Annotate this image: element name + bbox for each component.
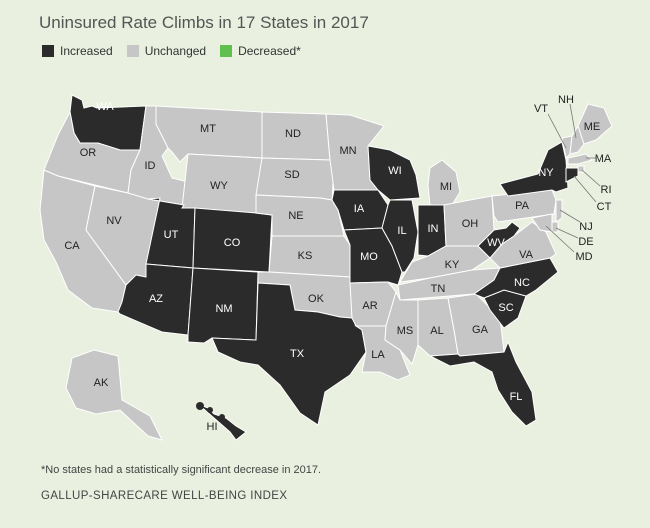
state-label-md: MD bbox=[575, 251, 592, 263]
state-label-sd: SD bbox=[284, 169, 299, 181]
state-label-pa: PA bbox=[515, 200, 530, 212]
state-label-mi: MI bbox=[440, 181, 452, 193]
state-label-wy: WY bbox=[210, 180, 228, 192]
map-title: Uninsured Rate Climbs in 17 States in 20… bbox=[39, 13, 369, 32]
state-label-ut: UT bbox=[164, 229, 179, 241]
leader-line-vt bbox=[547, 113, 567, 149]
state-label-mn: MN bbox=[339, 145, 356, 157]
state-label-ar: AR bbox=[362, 300, 377, 312]
state-label-oh: OH bbox=[462, 218, 479, 230]
state-label-ct: CT bbox=[597, 201, 612, 213]
state-label-mo: MO bbox=[360, 251, 378, 263]
state-label-ok: OK bbox=[308, 293, 325, 305]
state-label-nd: ND bbox=[285, 128, 301, 140]
state-label-al: AL bbox=[430, 325, 443, 337]
state-label-nv: NV bbox=[106, 215, 122, 227]
state-label-ga: GA bbox=[472, 324, 489, 336]
state-label-fl: FL bbox=[510, 391, 523, 403]
leader-line-ri bbox=[581, 169, 601, 187]
state-nh bbox=[569, 124, 585, 155]
leader-line-ct bbox=[573, 175, 597, 203]
state-label-co: CO bbox=[224, 237, 241, 249]
state-label-ky: KY bbox=[445, 259, 460, 271]
state-label-il: IL bbox=[397, 225, 406, 237]
legend-label-unchanged: Unchanged bbox=[144, 44, 207, 58]
state-label-me: ME bbox=[584, 121, 601, 133]
state-me bbox=[577, 103, 613, 145]
state-label-vt: VT bbox=[534, 103, 548, 115]
state-label-ms: MS bbox=[397, 325, 414, 337]
state-label-ne: NE bbox=[288, 210, 303, 222]
state-label-ma: MA bbox=[595, 153, 612, 165]
legend-label-increased: Increased bbox=[60, 44, 113, 58]
state-de bbox=[551, 221, 559, 233]
state-label-de: DE bbox=[578, 236, 593, 248]
state-label-ak: AK bbox=[94, 377, 109, 389]
legend-label-decreased: Decreased* bbox=[238, 44, 301, 58]
state-label-hi: HI bbox=[207, 421, 218, 433]
state-label-ny: NY bbox=[538, 167, 554, 179]
state-label-ia: IA bbox=[354, 203, 365, 215]
state-label-nm: NM bbox=[215, 303, 232, 315]
state-ct bbox=[565, 167, 579, 183]
legend-item-increased: Increased bbox=[42, 44, 113, 58]
state-mi bbox=[427, 159, 461, 206]
legend-swatch-decreased bbox=[220, 45, 233, 57]
state-label-or: OR bbox=[80, 147, 97, 159]
state-label-id: ID bbox=[145, 160, 156, 172]
state-label-nj: NJ bbox=[579, 221, 592, 233]
state-label-nc: NC bbox=[514, 277, 530, 289]
state-ny bbox=[499, 141, 569, 197]
leader-line-nh bbox=[569, 103, 577, 139]
state-label-ca: CA bbox=[64, 240, 80, 252]
state-ak bbox=[65, 349, 163, 441]
state-tx bbox=[211, 282, 367, 426]
state-label-nh: NH bbox=[558, 94, 574, 106]
state-label-wv: WV bbox=[487, 237, 505, 249]
hi-island bbox=[219, 414, 225, 420]
state-hi bbox=[197, 403, 247, 441]
hi-island bbox=[196, 402, 204, 410]
state-label-tx: TX bbox=[290, 348, 305, 360]
state-nj bbox=[555, 199, 563, 223]
state-fl bbox=[428, 340, 537, 427]
legend-item-unchanged: Unchanged bbox=[126, 44, 207, 58]
state-co bbox=[192, 207, 273, 273]
leader-line-nj bbox=[559, 209, 581, 223]
state-label-in: IN bbox=[428, 223, 439, 235]
source-credit: GALLUP-SHARECARE WELL-BEING INDEX bbox=[41, 490, 288, 502]
leader-line-de bbox=[555, 227, 579, 239]
state-label-ks: KS bbox=[298, 250, 313, 262]
state-label-va: VA bbox=[519, 249, 534, 261]
state-label-az: AZ bbox=[149, 293, 163, 305]
legend-swatch-increased bbox=[42, 45, 54, 57]
legend-item-decreased: Decreased* bbox=[220, 44, 301, 58]
state-nc bbox=[472, 257, 559, 299]
state-label-wi: WI bbox=[388, 165, 401, 177]
leader-line-md bbox=[545, 225, 575, 253]
hi-island bbox=[207, 407, 213, 413]
state-label-sc: SC bbox=[498, 302, 513, 314]
legend: Increased Unchanged Decreased* bbox=[42, 44, 315, 58]
state-label-la: LA bbox=[371, 349, 385, 361]
legend-swatch-unchanged bbox=[126, 45, 139, 57]
state-wi bbox=[367, 145, 421, 201]
state-il bbox=[381, 199, 419, 273]
state-label-tn: TN bbox=[431, 283, 446, 295]
state-ma bbox=[567, 153, 593, 165]
state-wv bbox=[477, 221, 521, 259]
state-label-ri: RI bbox=[601, 184, 612, 196]
footnote: *No states had a statistically significa… bbox=[41, 464, 322, 476]
state-label-wa: WA bbox=[96, 101, 114, 113]
state-label-mt: MT bbox=[200, 123, 216, 135]
